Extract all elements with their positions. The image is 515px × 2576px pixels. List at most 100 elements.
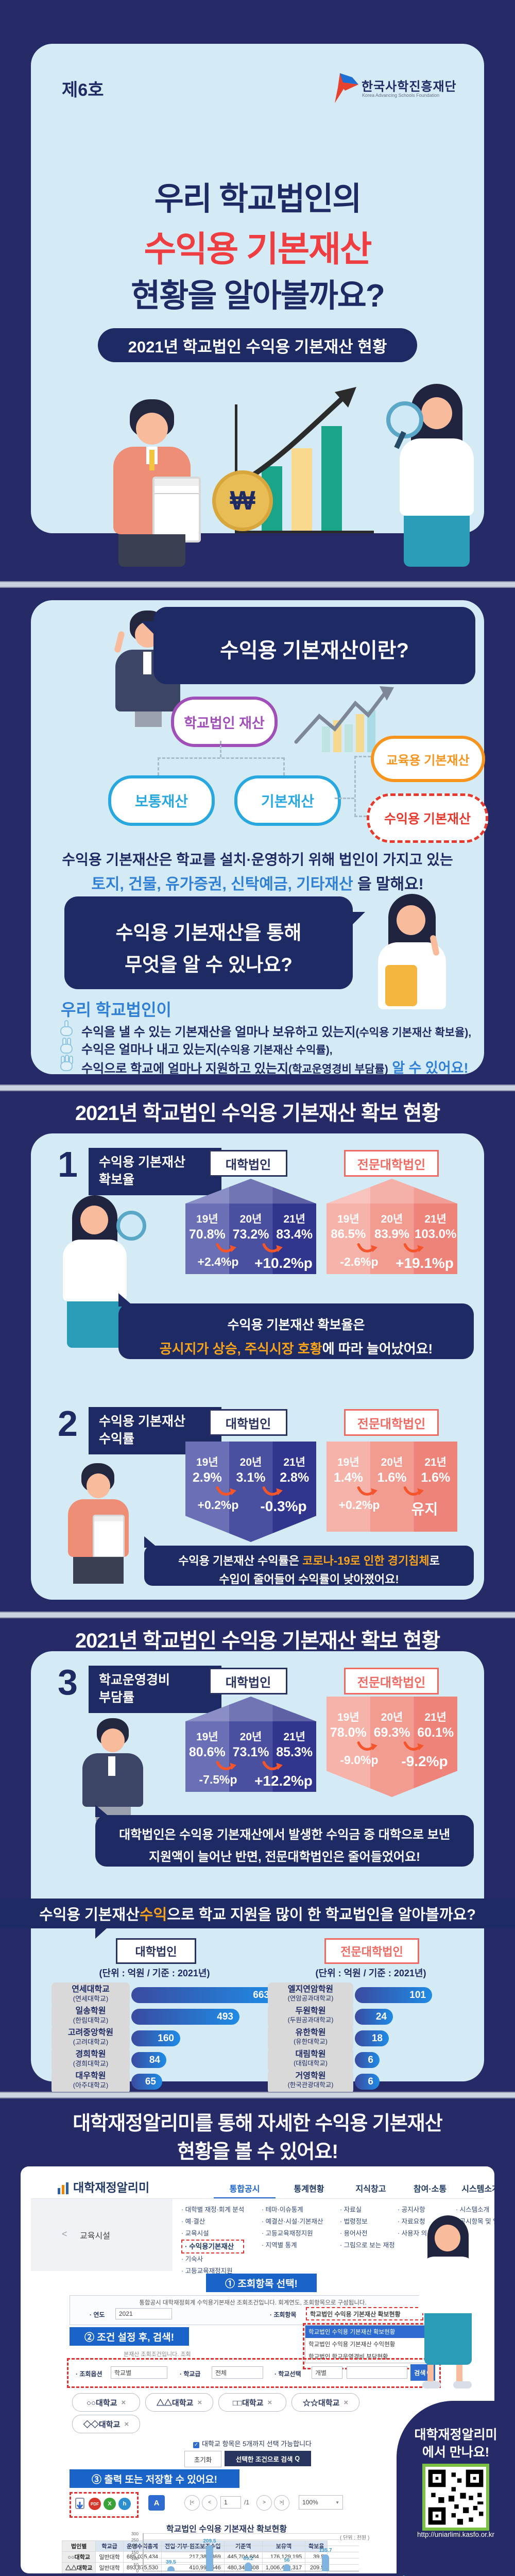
school-pill[interactable]: ○○대학교 × [72, 2393, 140, 2412]
menu-link[interactable]: · 테마·이슈통계 [262, 2206, 303, 2213]
node-profit-assets: 수익용 기본재산 [367, 793, 488, 843]
cover-subtitle-pill: 2021년 학교법인 수익용 기본재산 현황 [98, 328, 417, 362]
trend-arrow-icon [216, 1486, 236, 1496]
trend-arrow-icon [357, 1243, 377, 1252]
menu-link[interactable]: · 시스템소개 [456, 2206, 490, 2213]
reset-button[interactable]: 초기화 [184, 2451, 221, 2467]
stat2-college-header: 전문대학법인 [344, 1409, 439, 1436]
excel-icon[interactable]: X [104, 2498, 116, 2510]
menu-link[interactable]: · 예·결산 [181, 2218, 205, 2225]
menu-link[interactable]: · 지역별 통계 [262, 2242, 297, 2249]
node-normal-assets: 보통재산 [108, 775, 215, 826]
menu-link[interactable]: · 대학별 재정·회계 분석 [181, 2206, 245, 2213]
hand-one-icon [60, 1020, 73, 1036]
menu-link[interactable]: · 자료실 [340, 2206, 362, 2213]
diagram-connector [220, 741, 221, 757]
table-row: △△대학교일반대학893,875,530410,994,546480,347,8… [61, 2562, 328, 2573]
remove-icon[interactable]: × [121, 2398, 126, 2407]
stat3-college-shape: 19년 20년 21년 78.0% 69.3% 60.1% -9.0%p -9.2%p [327, 1697, 457, 1797]
page-number-input[interactable] [220, 2496, 241, 2509]
definition-highlight: 토지, 건물, 유가증권, 신탁예금, 기타재산 [91, 876, 353, 893]
chevron-left-icon[interactable]: < [62, 2229, 67, 2239]
site-nav-tab-시스템[interactable]: 시스템소개 [461, 2185, 494, 2194]
rank-univ-unit: (단위 : 억원 / 기준 : 2021년) [99, 1968, 210, 1978]
export-icons-highlight: PDF X h [70, 2492, 139, 2518]
table-row: □□대학교일반대학336,904,15761,287,626261,186,13… [62, 2573, 328, 2574]
hwp-icon[interactable]: h [118, 2498, 131, 2510]
school-pill[interactable]: △△대학교 × [145, 2393, 213, 2412]
site-logo[interactable]: 대학재정알리미 [57, 2178, 149, 2195]
option-input[interactable] [111, 2366, 167, 2379]
menu-link[interactable]: · 공지사항 [398, 2206, 425, 2213]
remove-icon[interactable]: × [197, 2398, 202, 2407]
callout-tail [95, 1805, 110, 1817]
site-megamenu: < 교육시설 · 대학별 재정·회계 분석 · 예·결산 · 교육시설 · 수익… [31, 2198, 494, 2275]
site-logo-icon [58, 2182, 68, 2194]
school-type-input[interactable] [312, 2366, 342, 2379]
definition-text-line1: 수익용 기본재산은 학교를 설치·운영하기 위해 법인이 가지고 있는 [62, 852, 453, 868]
pager-prev-button[interactable]: < [202, 2495, 217, 2511]
year-input[interactable] [115, 2308, 172, 2319]
list-item-2: 수익은 얼마나 내고 있는지(수익용 기본재산 수익률), [58, 1038, 475, 1057]
cover-title-line2: 수익용 기본재산 [144, 230, 372, 269]
won-coin-icon: ₩ [212, 470, 273, 531]
level-input[interactable] [212, 2366, 263, 2379]
site-nav-tab-지식[interactable]: 지식창고 [355, 2185, 386, 2194]
dropdown-option[interactable]: 학교법인 수익용 기본재산 수익현황 [308, 2342, 396, 2348]
condition-row-highlight: · 조회옵션 · 학교급 · 학교선택 검색Q [67, 2358, 441, 2388]
school-pill[interactable]: ◇◇대학교 × [72, 2415, 140, 2433]
rank-bar-label: 거영학원 (한국관광대학교) [268, 2069, 353, 2094]
site-nav-tab-통계[interactable]: 통계현황 [294, 2185, 324, 2194]
question-bubble: 수익용 기본재산을 통해 무엇을 알 수 있나요? [64, 896, 365, 989]
pager-next-button[interactable]: > [256, 2495, 272, 2511]
rank-bar: 24 [355, 2009, 393, 2025]
school-pill[interactable]: ☆☆대학교 × [291, 2393, 359, 2412]
stat1-college-shape: 19년 20년 21년 86.5% 83.9% 103.0% -2.6%p +19.1%p [327, 1179, 457, 1274]
menu-link[interactable]: · 자료요청 [398, 2218, 425, 2225]
menu-link-수익용기본재산[interactable]: · 수익용기본재산 [181, 2240, 245, 2253]
checkbox-checked-icon[interactable]: ✓ [193, 2442, 199, 2448]
node-basic-assets: 기본재산 [234, 775, 341, 826]
stat3-college-header: 전문대학법인 [344, 1668, 439, 1694]
mini-bar [283, 2564, 290, 2571]
trend-arrow-icon [216, 1243, 236, 1252]
pager-first-button[interactable]: |< [184, 2495, 200, 2511]
trend-arrow-icon [357, 1741, 377, 1751]
remove-icon[interactable]: × [344, 2398, 349, 2407]
query-item-label: · 조회항목 [270, 2311, 297, 2318]
rank-bar: 6 [355, 2074, 380, 2090]
search-with-conditions-button[interactable]: 선택한 조건으로 검색 Q [225, 2451, 311, 2466]
query-item-select[interactable]: 학교법인 수익용 기본재산 확보현황 [306, 2307, 423, 2320]
ytick: 300 [131, 2531, 139, 2536]
menu-link[interactable]: · 교육시설 [181, 2230, 209, 2237]
person-woman-tablet-illustration [365, 894, 457, 1012]
menu-link[interactable]: · 기숙사 [181, 2256, 203, 2263]
pager-last-button[interactable]: >| [274, 2495, 289, 2511]
dropdown-option-selected[interactable]: 학교법인 수익용 기본재산 확보현황 [305, 2326, 428, 2338]
megamenu-sidebar: < 교육시설 [31, 2199, 173, 2271]
menu-link[interactable]: · 예결산·시설·기본재산 [262, 2218, 323, 2225]
menu-link[interactable]: · 고등교육재정지원 [262, 2230, 313, 2237]
menu-link[interactable]: · 법령정보 [340, 2218, 368, 2225]
download-icon[interactable] [74, 2498, 87, 2511]
stats-card-2: 3 학교운영경비 부담률 대학법인 전문대학법인 19년 20년 21년 80.6% 7… [31, 1651, 484, 2081]
pdf-icon[interactable]: PDF [89, 2498, 101, 2510]
site-url[interactable]: http://uniarlimi.kasfo.or.kr [417, 2531, 495, 2538]
school-pill[interactable]: □□대학교 × [218, 2393, 286, 2412]
zoom-select[interactable]: 100% ▼ [299, 2495, 343, 2510]
print-icon[interactable]: A [148, 2495, 165, 2511]
menu-link[interactable]: · 고등교육재정지원 [181, 2267, 233, 2275]
rank-bar: 65 [131, 2074, 162, 2090]
site-nav-tab-공시[interactable]: 통합공시 [214, 2182, 276, 2199]
site-nav-tab-참여[interactable]: 참여·소통 [413, 2185, 447, 2194]
stat3-univ-header: 대학법인 [209, 1668, 287, 1694]
school-search-input[interactable] [347, 2366, 407, 2379]
diagram-connector [283, 757, 285, 775]
menu-link[interactable]: · 용어사전 [340, 2230, 368, 2237]
ytick: 50 [133, 2562, 139, 2567]
megamenu-col-통계현황: · 테마·이슈통계 · 예결산·시설·기본재산 · 고등교육재정지원 · 지역별… [262, 2204, 323, 2251]
remove-icon[interactable]: × [124, 2419, 129, 2429]
menu-link[interactable]: · 그림으로 보는 재정 [340, 2242, 395, 2249]
remove-icon[interactable]: × [267, 2398, 272, 2407]
